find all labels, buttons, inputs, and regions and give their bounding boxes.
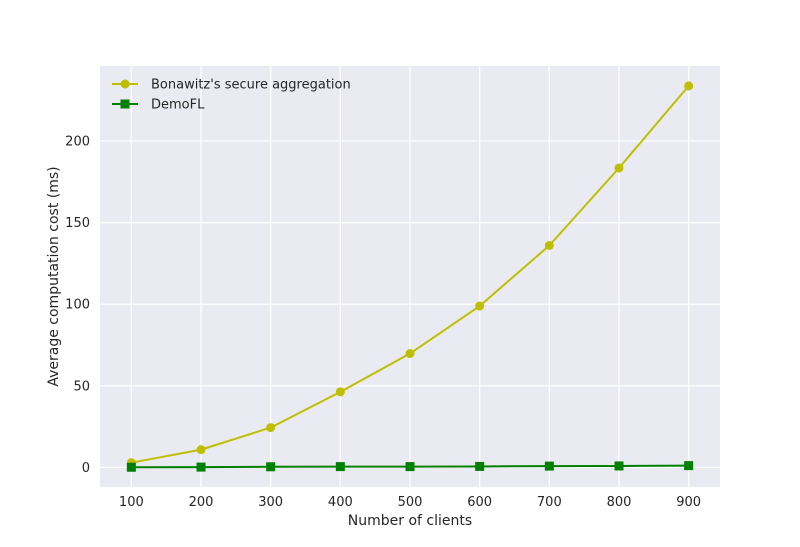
data-point xyxy=(335,387,345,397)
x-tick-label: 300 xyxy=(258,495,283,510)
legend-label: DemoFL xyxy=(151,98,205,113)
x-tick-label: 200 xyxy=(189,495,214,510)
y-axis-label: Average computation cost (ms) xyxy=(46,166,62,386)
legend-marker xyxy=(120,99,130,109)
x-tick-label: 400 xyxy=(328,495,353,510)
x-tick-label: 500 xyxy=(398,495,423,510)
x-tick-label: 100 xyxy=(119,495,144,510)
data-point xyxy=(126,462,136,472)
x-axis-label: Number of clients xyxy=(348,513,472,529)
x-tick-label: 800 xyxy=(607,495,632,510)
y-tick-label: 200 xyxy=(65,135,90,150)
legend-label: Bonawitz's secure aggregation xyxy=(151,78,351,93)
x-tick-label: 700 xyxy=(537,495,562,510)
legend-item: Bonawitz's secure aggregation xyxy=(112,78,351,93)
data-point xyxy=(684,81,694,91)
data-point xyxy=(614,163,624,173)
data-point xyxy=(405,462,415,472)
series-layer xyxy=(126,81,694,472)
y-tick-label: 0 xyxy=(82,461,90,476)
data-point xyxy=(266,462,276,472)
data-point xyxy=(475,461,485,471)
legend-item: DemoFL xyxy=(112,98,205,113)
series-2 xyxy=(126,461,694,472)
y-tick-label: 150 xyxy=(65,216,90,231)
y-tick-label: 100 xyxy=(65,298,90,313)
data-point xyxy=(405,349,415,359)
x-tick-label: 600 xyxy=(467,495,492,510)
y-tick-label: 50 xyxy=(73,379,90,394)
series-1 xyxy=(126,81,694,468)
data-point xyxy=(544,240,554,250)
data-point xyxy=(544,461,554,471)
data-point xyxy=(335,462,345,472)
legend-marker xyxy=(120,79,130,89)
data-point xyxy=(196,445,206,455)
tick-labels: 100 200 300 400 500 600 700 800 900 0 50 100 150 200 xyxy=(65,135,701,510)
data-point xyxy=(266,423,276,433)
data-point xyxy=(684,461,694,471)
legend: Bonawitz's secure aggregation DemoFL xyxy=(112,78,351,113)
x-tick-label: 900 xyxy=(676,495,701,510)
data-point xyxy=(196,462,206,472)
data-point xyxy=(475,301,485,311)
data-point xyxy=(614,461,624,471)
